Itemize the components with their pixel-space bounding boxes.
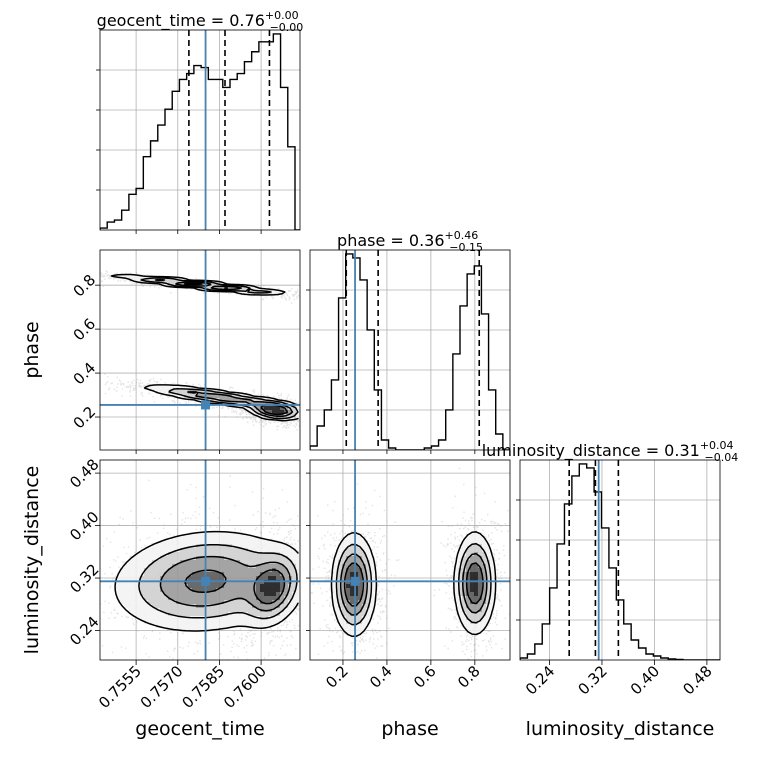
contour-line-0 [330, 531, 497, 638]
axis-label-y-phase: phase [21, 321, 43, 378]
density-level-2 [342, 552, 486, 616]
truth-marker [201, 400, 211, 410]
panel-frame [99, 29, 301, 231]
pair-frame-group [309, 459, 511, 661]
truth-marker [350, 576, 360, 586]
density-level-2 [160, 556, 292, 612]
diag-panel-phase: phase = 0.36+0.46 −0.15 [306, 229, 511, 451]
density-level-0 [330, 532, 494, 636]
tick-label-y-phase: 0.4 [70, 359, 100, 389]
title-sub: −0.15 [449, 241, 483, 254]
axis-label-x-luminosity_distance: luminosity_distance [526, 718, 715, 740]
title-sup: +0.04 [700, 439, 734, 452]
contour-line-3 [184, 569, 286, 605]
title-luminosity_distance: luminosity_distance = 0.31+0.04 −0.04 [482, 439, 739, 464]
tick-label-x-phase: 0.6 [410, 662, 440, 692]
histogram-luminosity_distance [520, 463, 720, 660]
tick-label-y-luminosity_distance: 0.40 [66, 508, 102, 544]
panel-frame [99, 249, 301, 451]
title-sup: +0.46 [445, 229, 479, 242]
contour-line-1 [335, 542, 492, 626]
tick-label-y-phase: 0.6 [70, 315, 100, 345]
density-level-4 [264, 406, 284, 414]
contour-line-1 [138, 543, 298, 620]
tick-label-x-luminosity_distance: 0.48 [679, 662, 715, 698]
contour-line-2 [154, 279, 294, 418]
title-phase: phase = 0.36+0.46 −0.15 [337, 229, 483, 254]
panel-frame [309, 249, 511, 451]
tick-label-x-geocent_time: 0.7570 [137, 662, 187, 712]
tick-label-x-geocent_time: 0.7600 [220, 662, 270, 712]
pair-panel-geocent_time-luminosity_distance [100, 460, 300, 660]
pair-frame-group [99, 249, 301, 451]
contour-line-0 [114, 530, 299, 632]
title-main: luminosity_distance = 0.31 [482, 441, 700, 461]
contour-line-0 [110, 273, 299, 422]
pair-frame-group [99, 459, 301, 661]
contour-line-2 [159, 555, 292, 612]
contour-line-2 [339, 552, 488, 616]
diag-panel-geocent_time: geocent_time = 0.76+0.00 −0.00 [96, 9, 304, 231]
panel-frame [519, 459, 721, 661]
title-sub: −0.00 [270, 21, 304, 34]
contour-line-3 [343, 562, 484, 607]
tick-label-x-luminosity_distance: 0.24 [522, 662, 558, 698]
title-main: phase = 0.36 [337, 231, 444, 250]
contour-line-1 [140, 277, 299, 420]
tick-label-x-phase: 0.4 [366, 662, 396, 692]
panel-frame [309, 459, 511, 661]
title-sup: +0.00 [265, 9, 299, 22]
tick-label-x-geocent_time: 0.7555 [95, 662, 145, 712]
axis-label-y-luminosity_distance: luminosity_distance [21, 466, 43, 655]
pair-panel-geocent_time-phase [100, 250, 300, 450]
truth-marker [201, 576, 211, 586]
histogram-geocent_time [100, 33, 300, 230]
tick-label-y-phase: 0.2 [70, 403, 100, 433]
tick-label-y-phase: 0.8 [70, 271, 100, 301]
axis-label-x-geocent_time: geocent_time [135, 718, 264, 740]
tick-label-x-luminosity_distance: 0.32 [574, 662, 610, 698]
tick-label-x-geocent_time: 0.7585 [178, 662, 228, 712]
histogram-phase [310, 253, 510, 450]
tick-label-y-luminosity_distance: 0.32 [66, 560, 102, 596]
axis-label-x-phase: phase [381, 718, 438, 740]
tick-label-y-luminosity_distance: 0.24 [66, 613, 102, 649]
pair-panel-phase-luminosity_distance [310, 460, 510, 660]
tick-label-x-phase: 0.8 [454, 662, 484, 692]
title-main: geocent_time = 0.76 [97, 11, 265, 31]
diag-panel-luminosity_distance: luminosity_distance = 0.31+0.04 −0.04 [482, 439, 739, 661]
title-sub: −0.04 [705, 451, 739, 464]
tick-label-y-luminosity_distance: 0.48 [66, 455, 102, 491]
tick-label-x-luminosity_distance: 0.40 [627, 662, 663, 698]
panel-frame [99, 459, 301, 661]
title-geocent_time: geocent_time = 0.76+0.00 −0.00 [97, 9, 304, 34]
scatter-points [100, 270, 300, 431]
tick-label-x-phase: 0.2 [322, 662, 352, 692]
